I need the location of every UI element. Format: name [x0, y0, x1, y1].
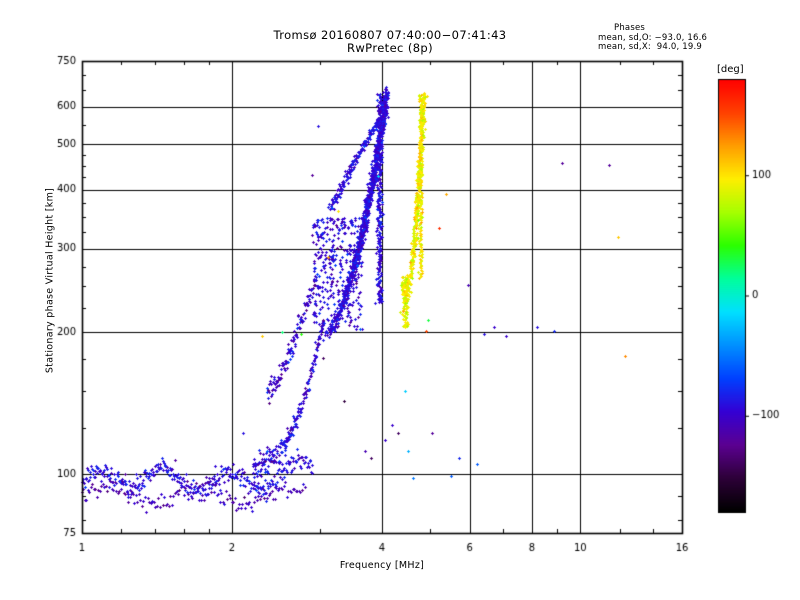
x-axis-label: Frequency [MHz]	[339, 560, 425, 571]
phases-annotation-o-mode: mean, sd,O: −93.0, 16.6	[598, 33, 708, 43]
plot-subtitle-line2: RwPretec (8p)	[346, 41, 434, 55]
y-axis-label: Stationary phase Virtual Height [km]	[44, 187, 56, 374]
plot-title-line1: Tromsø 20160807 07:40:00−07:41:43	[273, 28, 507, 42]
phases-annotation-title: Phases	[614, 23, 646, 33]
phases-annotation-x-mode: mean, sd,X: 94.0, 19.9	[598, 42, 702, 52]
colorbar-unit-label: [deg]	[717, 64, 744, 75]
